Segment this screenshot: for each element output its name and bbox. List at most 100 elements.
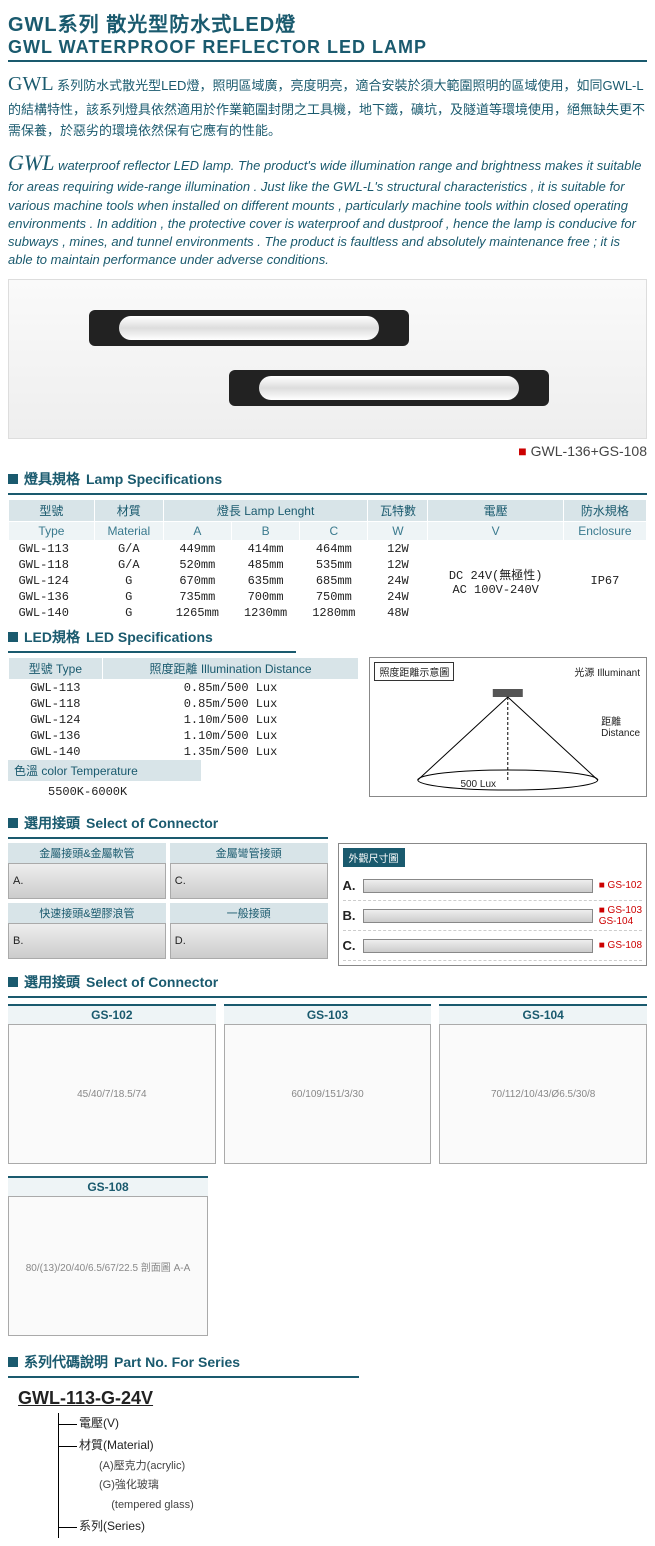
table-row: GWL-1130.85m/500 Lux [9, 680, 359, 697]
conn-a-label: 金屬接頭&金屬軟管 [8, 843, 166, 863]
mount-head: GS-104 [439, 1004, 647, 1024]
section-partno: 系列代碼說明 Part No. For Series [8, 1352, 647, 1372]
section-conn2-en: Select of Connector [86, 974, 218, 990]
table-cell: 520mm [163, 557, 231, 573]
table-cell: 535mm [300, 557, 368, 573]
table-cell: 12W [368, 541, 428, 558]
th-watt-cn: 瓦特數 [368, 500, 428, 522]
illumination-diagram: 照度距離示意圖 光源 Illuminant 距離 Distance 500 Lu… [369, 657, 647, 797]
table-cell: 485mm [231, 557, 299, 573]
table-row: GWL-1361.10m/500 Lux [9, 728, 359, 744]
page-title-cn: GWL系列 散光型防水式LED燈 [8, 8, 647, 37]
partno-line: 電壓(V) [79, 1413, 647, 1435]
enclosure-cell: IP67 [563, 541, 646, 622]
th-b: B [231, 522, 299, 541]
dim-row: B.■ GS-103 GS-104 [343, 901, 643, 931]
table-cell: GWL-124 [9, 712, 103, 728]
mount-draw: 45/40/7/18.5/74 [8, 1024, 216, 1164]
table-cell: 0.85m/500 Lux [102, 696, 359, 712]
table-cell: 1230mm [231, 605, 299, 621]
table-cell: 0.85m/500 Lux [102, 680, 359, 697]
section-conn1-en: Select of Connector [86, 815, 218, 831]
product-caption-text: GWL-136+GS-108 [531, 443, 647, 459]
table-cell: 414mm [231, 541, 299, 558]
partno-line: 系列(Series) [79, 1516, 647, 1538]
product-image [8, 279, 647, 439]
conn-b-img: B. [8, 923, 166, 959]
mount-head: GS-102 [8, 1004, 216, 1024]
table-cell: 1.10m/500 Lux [102, 728, 359, 744]
divider [8, 996, 647, 998]
led-th-dist-en: Illumination Distance [201, 662, 312, 676]
gs108-head: GS-108 [8, 1176, 208, 1196]
color-temp-label: 色溫 color Temperature [8, 760, 201, 781]
table-cell: 464mm [300, 541, 368, 558]
table-cell: 1280mm [300, 605, 368, 621]
mount-cell: GS-10360/109/151/3/30 [224, 1004, 432, 1164]
intro-en-body: waterproof reflector LED lamp. The produ… [8, 158, 642, 268]
table-row: GWL-1180.85m/500 Lux [9, 696, 359, 712]
dim-diagram-title: 外觀尺寸圖 [343, 848, 405, 867]
partno-example: GWL-113-G-24V [18, 1388, 647, 1409]
section-led-spec: LED規格 LED Specifications [8, 627, 647, 647]
illum-label-distance: 距離 Distance [601, 713, 640, 739]
led-th-dist-cn: 照度距離 [149, 662, 197, 676]
led-th-type-cn: 型號 [29, 662, 53, 676]
mount-cell: GS-10245/40/7/18.5/74 [8, 1004, 216, 1164]
divider [8, 651, 296, 653]
conn-c-label: 金屬彎管接頭 [170, 843, 328, 863]
table-cell: GWL-113 [9, 680, 103, 697]
th-a: A [163, 522, 231, 541]
table-cell: G [94, 589, 163, 605]
bullet-icon [8, 474, 18, 484]
th-encl-en: Enclosure [563, 522, 646, 541]
table-cell: GWL-118 [9, 557, 95, 573]
th-w: W [368, 522, 428, 541]
gs108-draw: 80/(13)/20/40/6.5/67/22.5 剖面圖 A-A [8, 1196, 208, 1336]
table-cell: 449mm [163, 541, 231, 558]
table-cell: 1265mm [163, 605, 231, 621]
lamp-spec-table: 型號 材質 燈長 Lamp Lenght 瓦特數 電壓 防水規格 Type Ma… [8, 499, 647, 621]
bullet-icon [8, 1357, 18, 1367]
th-type-en: Type [9, 522, 95, 541]
connector-grid: 金屬接頭&金屬軟管A. 金屬彎管接頭C. 快速接頭&塑膠浪管B. 一般接頭D. [8, 843, 328, 959]
table-cell: 750mm [300, 589, 368, 605]
voltage-cell: DC 24V(無極性) AC 100V-240V [428, 541, 563, 622]
mount-draw: 70/112/10/43/Ø6.5/30/8 [439, 1024, 647, 1164]
table-cell: GWL-140 [9, 744, 103, 760]
illum-diagram-title: 照度距離示意圖 [374, 662, 454, 681]
section-led-spec-cn: LED規格 [24, 627, 80, 647]
mount-row: GS-10245/40/7/18.5/74GS-10360/109/151/3/… [8, 1004, 647, 1164]
table-cell: GWL-136 [9, 589, 95, 605]
table-cell: 670mm [163, 573, 231, 589]
intro-en-lead: GWL [8, 150, 54, 175]
product-caption: ■ GWL-136+GS-108 [8, 443, 647, 459]
section-led-spec-en: LED Specifications [86, 629, 213, 645]
dim-row: C.■ GS-108 [343, 931, 643, 961]
divider [8, 837, 328, 839]
table-cell: G/A [94, 541, 163, 558]
intro-en: GWL waterproof reflector LED lamp. The p… [8, 148, 647, 270]
gs108-box: GS-108 80/(13)/20/40/6.5/67/22.5 剖面圖 A-A [8, 1176, 208, 1336]
table-cell: 1.35m/500 Lux [102, 744, 359, 760]
section-partno-cn: 系列代碼說明 [24, 1352, 108, 1372]
table-cell: 24W [368, 589, 428, 605]
section-conn1-cn: 選用接頭 [24, 813, 80, 833]
partno-sub: (A)壓克力(acrylic) (G)強化玻璃 (tempered glass) [79, 1457, 647, 1516]
table-cell: GWL-118 [9, 696, 103, 712]
conn-b-label: 快速接頭&塑膠浪管 [8, 903, 166, 923]
table-cell: 24W [368, 573, 428, 589]
table-cell: G [94, 573, 163, 589]
conn-a-img: A. [8, 863, 166, 899]
th-material-cn: 材質 [94, 500, 163, 522]
table-cell: GWL-124 [9, 573, 95, 589]
intro-cn-body: 系列防水式散光型LED燈，照明區域廣，亮度明亮，適合安裝於須大範圍照明的區域使用… [8, 78, 645, 138]
intro-cn-lead: GWL [8, 73, 54, 95]
section-lamp-spec-en: Lamp Specifications [86, 471, 222, 487]
th-v: V [428, 522, 563, 541]
th-volt-cn: 電壓 [428, 500, 563, 522]
section-connector-2: 選用接頭 Select of Connector [8, 972, 647, 992]
divider [8, 493, 647, 495]
section-connector-1: 選用接頭 Select of Connector [8, 813, 647, 833]
dim-row: A.■ GS-102 [343, 871, 643, 901]
